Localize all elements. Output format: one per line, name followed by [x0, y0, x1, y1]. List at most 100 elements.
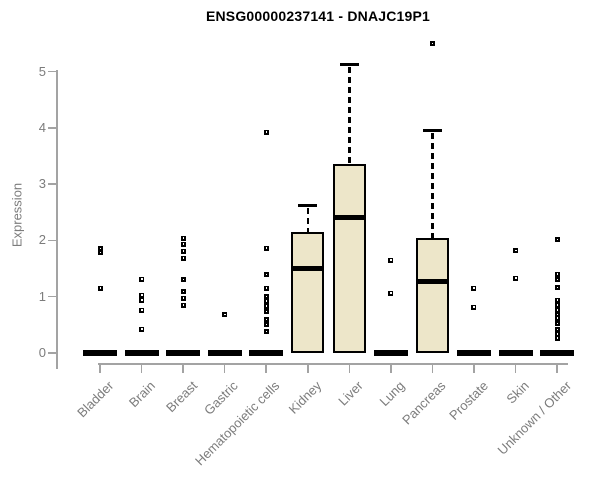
whisker-cap [298, 204, 318, 208]
outlier-point [263, 298, 269, 304]
y-tick-label: 4 [38, 119, 46, 135]
x-tick [265, 364, 267, 373]
outlier-point [263, 317, 269, 323]
box [415, 237, 449, 353]
y-tick [48, 183, 56, 185]
x-tick-label: Pancreas [399, 378, 450, 428]
box [291, 232, 325, 353]
zero-median-bar [249, 350, 284, 356]
y-tick-label: 3 [38, 176, 46, 192]
outlier-point [554, 312, 560, 318]
zero-median-bar [498, 350, 533, 356]
zero-median-bar [373, 350, 408, 356]
zero-median-bar [166, 350, 201, 356]
outlier-point [554, 307, 560, 313]
x-tick-label: Brain [126, 378, 159, 411]
outlier-point [554, 335, 560, 341]
outlier-point [471, 304, 477, 310]
x-tick-label: Prostate [445, 378, 491, 423]
box [332, 163, 366, 353]
outlier-point [263, 272, 269, 278]
y-tick-label: 5 [38, 63, 46, 79]
y-tick-label: 2 [38, 232, 46, 248]
outlier-point [554, 327, 560, 333]
outlier-point [139, 307, 145, 313]
whisker-cap [422, 129, 442, 133]
outlier-point [180, 295, 186, 301]
y-tick [48, 127, 56, 129]
outlier-point [97, 285, 103, 291]
zero-median-bar [124, 350, 159, 356]
outlier-point [554, 277, 560, 283]
outlier-point [97, 246, 103, 252]
outlier-point [97, 250, 103, 256]
outlier-point [222, 312, 228, 318]
median-line [291, 266, 325, 272]
median-line [415, 279, 449, 285]
x-tick [390, 364, 392, 373]
x-axis-line [98, 363, 568, 365]
outlier-point [513, 275, 518, 281]
x-tick-label: Kidney [285, 378, 325, 417]
outlier-point [180, 241, 186, 247]
chart-title: ENSG00000237141 - DNAJC19P1 [205, 8, 431, 24]
outlier-point [139, 326, 145, 332]
outlier-point [139, 292, 145, 298]
x-tick-label: Lung [376, 378, 408, 410]
x-tick [223, 364, 226, 373]
outlier-point [554, 271, 560, 277]
outlier-point [263, 245, 269, 251]
outlier-point [554, 285, 560, 291]
outlier-point [554, 297, 560, 303]
y-axis-line [56, 70, 58, 369]
x-tick-label: Skin [503, 378, 533, 407]
y-tick [48, 70, 56, 73]
outlier-point [139, 276, 145, 282]
outlier-point [263, 303, 269, 309]
x-tick-label: Liver [335, 378, 366, 409]
outlier-point [429, 41, 435, 47]
whisker-line [431, 132, 434, 238]
outlier-point [263, 129, 269, 135]
y-tick [48, 295, 56, 298]
x-tick-label: Gastric [201, 378, 242, 418]
outlier-point [388, 290, 394, 296]
outlier-point [263, 285, 269, 291]
x-tick [348, 364, 351, 373]
outlier-point [263, 322, 269, 328]
x-tick [514, 364, 517, 373]
outlier-point [513, 248, 518, 254]
whisker-line [348, 66, 351, 164]
outlier-point [263, 329, 269, 335]
x-tick [473, 364, 475, 373]
outlier-point [180, 277, 186, 283]
outlier-point [139, 297, 145, 303]
x-tick-label: Breast [162, 378, 200, 416]
whisker-line [306, 207, 309, 233]
outlier-point [471, 285, 477, 291]
outlier-point [263, 294, 269, 300]
x-tick-label: Unknown / Other [494, 378, 574, 458]
x-tick [431, 364, 434, 373]
x-tick [307, 364, 309, 373]
outlier-point [180, 248, 186, 254]
zero-median-bar [456, 350, 491, 356]
outlier-point [554, 237, 560, 243]
outlier-point [263, 309, 269, 315]
x-tick [556, 364, 558, 373]
y-tick-label: 1 [38, 288, 46, 304]
x-tick-label: Bladder [74, 378, 117, 421]
zero-median-bar [207, 350, 242, 356]
outlier-point [554, 321, 560, 327]
x-tick [140, 364, 143, 373]
outlier-point [180, 302, 186, 308]
x-tick [99, 364, 101, 373]
x-tick [182, 364, 184, 373]
y-tick [48, 352, 56, 354]
outlier-point [554, 302, 560, 308]
outlier-point [180, 235, 186, 241]
median-line [332, 215, 366, 221]
zero-median-bar [540, 350, 575, 356]
